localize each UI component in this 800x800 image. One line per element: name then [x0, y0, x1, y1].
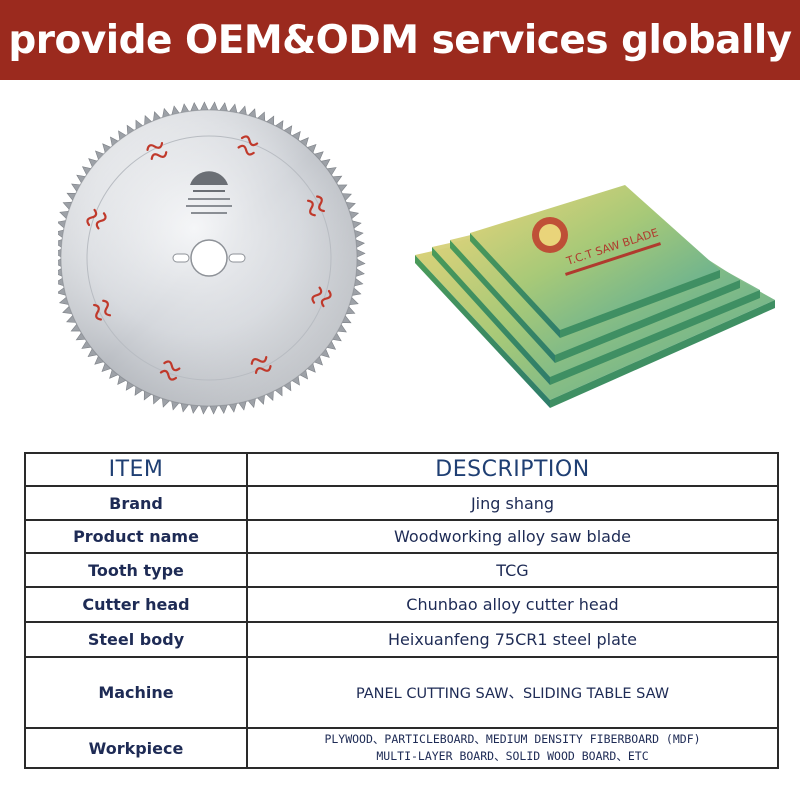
spec-table: ITEM DESCRIPTION Brand Jing shang Produc… — [24, 452, 779, 769]
expansion-slot — [159, 360, 181, 381]
expansion-slot — [311, 286, 332, 308]
header-description: DESCRIPTION — [246, 452, 779, 487]
expansion-slot — [86, 208, 107, 230]
table-row: Tooth type TCG — [24, 552, 779, 588]
packaging-boxes-image: T.C.T SAW BLADE — [410, 165, 785, 415]
table-row: Product name Woodworking alloy saw blade — [24, 519, 779, 554]
table-row: Cutter head Chunbao alloy cutter head — [24, 586, 779, 623]
row-description: Jing shang — [246, 485, 779, 521]
row-item: Brand — [24, 485, 248, 521]
expansion-slot — [93, 299, 112, 321]
row-description: Heixuanfeng 75CR1 steel plate — [246, 621, 779, 658]
expansion-slot — [146, 142, 168, 161]
row-description: PANEL CUTTING SAW、SLIDING TABLE SAW — [246, 656, 779, 729]
row-item: Machine — [24, 656, 248, 729]
row-item: Product name — [24, 519, 248, 554]
row-item: Steel body — [24, 621, 248, 658]
table-row: Machine PANEL CUTTING SAW、SLIDING TABLE … — [24, 656, 779, 729]
table-row: Steel body Heixuanfeng 75CR1 steel plate — [24, 621, 779, 658]
banner: provide OEM&ODM services globally — [0, 0, 800, 80]
row-description: Chunbao alloy cutter head — [246, 586, 779, 623]
workpiece-line-1: PLYWOOD、PARTICLEBOARD、MEDIUM DENSITY FIB… — [324, 732, 701, 746]
saw-blade-image — [52, 90, 378, 435]
row-description: PLYWOOD、PARTICLEBOARD、MEDIUM DENSITY FIB… — [246, 727, 779, 769]
table-header-row: ITEM DESCRIPTION — [24, 452, 779, 487]
table-row: Workpiece PLYWOOD、PARTICLEBOARD、MEDIUM D… — [24, 727, 779, 769]
row-description: TCG — [246, 552, 779, 588]
banner-title: provide OEM&ODM services globally — [8, 17, 792, 63]
expansion-slot — [306, 195, 325, 217]
expansion-slot — [237, 135, 259, 156]
row-item: Cutter head — [24, 586, 248, 623]
row-description: Woodworking alloy saw blade — [246, 519, 779, 554]
header-item: ITEM — [24, 452, 248, 487]
expansion-slot — [250, 355, 272, 374]
table-row: Brand Jing shang — [24, 485, 779, 521]
row-item: Tooth type — [24, 552, 248, 588]
row-item: Workpiece — [24, 727, 248, 769]
workpiece-line-2: MULTI-LAYER BOARD、SOLID WOOD BOARD、ETC — [376, 749, 649, 763]
